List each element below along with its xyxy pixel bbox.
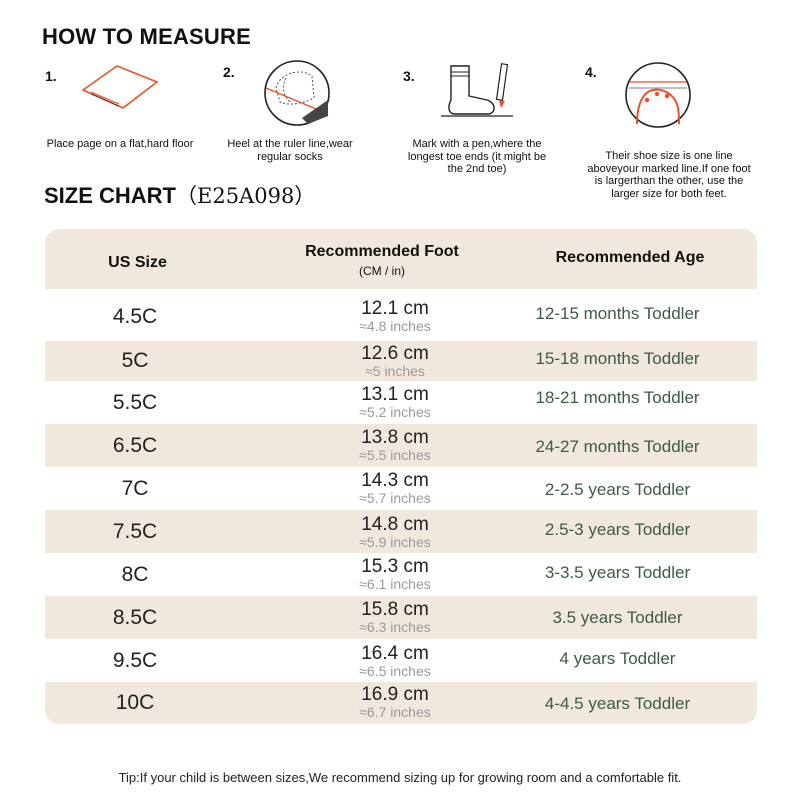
foot-inches: ≈5.5 inches xyxy=(359,447,431,463)
step-caption: Heel at the ruler line,wear regular sock… xyxy=(227,138,353,163)
how-to-measure-title: HOW TO MEASURE xyxy=(42,24,251,49)
table-row: 8C 15.3 cm ≈6.1 inches 3-3.5 years Toddl… xyxy=(45,553,757,596)
size-cell: 7C xyxy=(121,477,149,500)
size-cell: 8.5C xyxy=(112,606,158,629)
paper-on-floor-icon xyxy=(81,65,159,109)
foot-cm: 15.3 cm xyxy=(361,556,429,577)
foot-inches: ≈6.5 inches xyxy=(359,663,431,679)
step-caption: Mark with a pen,where the longest toe en… xyxy=(407,138,547,175)
foot-cm: 12.1 cm xyxy=(361,298,429,319)
foot-inches: ≈5 inches xyxy=(365,363,425,379)
foot-cell: 14.3 cm ≈5.7 inches xyxy=(310,471,480,506)
table-row: 9.5C 16.4 cm ≈6.5 inches 4 years Toddler xyxy=(45,639,757,682)
age-cell: 4 years Toddler xyxy=(559,649,676,668)
age-cell: 2.5-3 years Toddler xyxy=(544,520,691,539)
foot-inches: ≈6.1 inches xyxy=(359,576,431,592)
foot-cm: 16.9 cm xyxy=(361,684,429,705)
step-number: 3. xyxy=(403,68,415,84)
step-caption: Their shoe size is one line aboveyour ma… xyxy=(587,150,751,200)
foot-cell: 14.8 cm ≈5.9 inches xyxy=(310,515,480,550)
table-header: US Size Recommended Foot (CM / in) Recom… xyxy=(45,229,757,289)
age-cell: 3-3.5 years Toddler xyxy=(544,563,691,582)
size-chart-code: （E25A098） xyxy=(176,184,316,208)
foot-cell: 12.6 cm ≈5 inches xyxy=(310,344,480,379)
toe-line-icon xyxy=(625,62,691,128)
size-cell: 5.5C xyxy=(112,391,158,414)
foot-cell: 13.8 cm ≈5.5 inches xyxy=(310,428,480,463)
age-cell: 15-18 months Toddler xyxy=(535,349,700,368)
age-cell: 2-2.5 years Toddler xyxy=(544,480,691,499)
size-chart-label: SIZE CHART xyxy=(44,183,176,208)
table-row: 7.5C 14.8 cm ≈5.9 inches 2.5-3 years Tod… xyxy=(45,510,757,553)
size-cell: 8C xyxy=(121,563,149,586)
table-row: 7C 14.3 cm ≈5.7 inches 2-2.5 years Toddl… xyxy=(45,467,757,510)
age-cell: 12-15 months Toddler xyxy=(535,304,700,323)
foot-cell: 15.3 cm ≈6.1 inches xyxy=(310,557,480,592)
age-cell: 3.5 years Toddler xyxy=(552,608,683,627)
size-cell: 5C xyxy=(121,349,149,372)
foot-cell: 16.9 cm ≈6.7 inches xyxy=(310,685,480,720)
foot-cell: 12.1 cm ≈4.8 inches xyxy=(310,299,480,334)
table-row: 5C 12.6 cm ≈5 inches 15-18 months Toddle… xyxy=(45,341,757,381)
size-cell: 7.5C xyxy=(112,520,158,543)
foot-inches: ≈6.7 inches xyxy=(359,704,431,720)
step-4: 4. Their shoe size is one line aboveyour… xyxy=(585,58,755,208)
table-row: 6.5C 13.8 cm ≈5.5 inches 24-27 months To… xyxy=(45,424,757,467)
size-cell: 4.5C xyxy=(112,305,158,328)
table-row: 10C 16.9 cm ≈6.7 inches 4-4.5 years Todd… xyxy=(45,682,757,724)
size-table: US Size Recommended Foot (CM / in) Recom… xyxy=(45,229,757,724)
header-recommended-foot: Recommended Foot (CM / in) xyxy=(282,243,482,278)
header-foot-unit: (CM / in) xyxy=(359,264,405,278)
step-number: 1. xyxy=(45,68,57,84)
foot-cell: 13.1 cm ≈5.2 inches xyxy=(310,385,480,420)
step-1: 1. Place page on a flat,hard floor xyxy=(45,58,215,208)
age-cell: 4-4.5 years Toddler xyxy=(544,694,691,713)
foot-inches: ≈6.3 inches xyxy=(359,619,431,635)
size-cell: 9.5C xyxy=(112,649,158,672)
table-row: 5.5C 13.1 cm ≈5.2 inches 18-21 months To… xyxy=(45,381,757,424)
header-foot-label: Recommended Foot xyxy=(305,243,459,260)
step-number: 4. xyxy=(585,64,597,80)
header-recommended-age: Recommended Age xyxy=(555,249,705,266)
foot-cm: 15.8 cm xyxy=(361,599,429,620)
size-cell: 10C xyxy=(115,691,155,714)
size-chart-title: SIZE CHART（E25A098） xyxy=(44,180,315,210)
table-row: 4.5C 12.1 cm ≈4.8 inches 12-15 months To… xyxy=(45,289,757,341)
foot-inches: ≈5.9 inches xyxy=(359,534,431,550)
foot-cm: 16.4 cm xyxy=(361,643,429,664)
foot-cm: 13.8 cm xyxy=(361,427,429,448)
size-cell: 6.5C xyxy=(112,434,158,457)
foot-cm: 14.8 cm xyxy=(361,514,429,535)
step-2: 2. Heel at the ruler line,wear regular s… xyxy=(220,58,390,208)
step-3: 3. Mark with a pen,where the longest toe… xyxy=(403,58,573,208)
foot-cm: 13.1 cm xyxy=(361,384,429,405)
foot-inches: ≈4.8 inches xyxy=(359,318,431,334)
foot-cm: 14.3 cm xyxy=(361,470,429,491)
step-number: 2. xyxy=(223,64,235,80)
age-cell: 24-27 months Toddler xyxy=(535,437,700,456)
foot-cell: 16.4 cm ≈6.5 inches xyxy=(310,644,480,679)
table-row: 8.5C 15.8 cm ≈6.3 inches 3.5 years Toddl… xyxy=(45,596,757,639)
foot-inches: ≈5.2 inches xyxy=(359,404,431,420)
foot-cm: 12.6 cm xyxy=(361,343,429,364)
heel-ruler-icon xyxy=(264,60,330,126)
step-caption: Place page on a flat,hard floor xyxy=(46,138,194,150)
foot-cell: 15.8 cm ≈6.3 inches xyxy=(310,600,480,635)
age-cell: 18-21 months Toddler xyxy=(535,388,700,407)
foot-inches: ≈5.7 inches xyxy=(359,490,431,506)
header-us-size: US Size xyxy=(108,254,167,271)
sizing-tip: Tip:If your child is between sizes,We re… xyxy=(118,770,682,785)
sock-pen-icon xyxy=(441,63,513,117)
